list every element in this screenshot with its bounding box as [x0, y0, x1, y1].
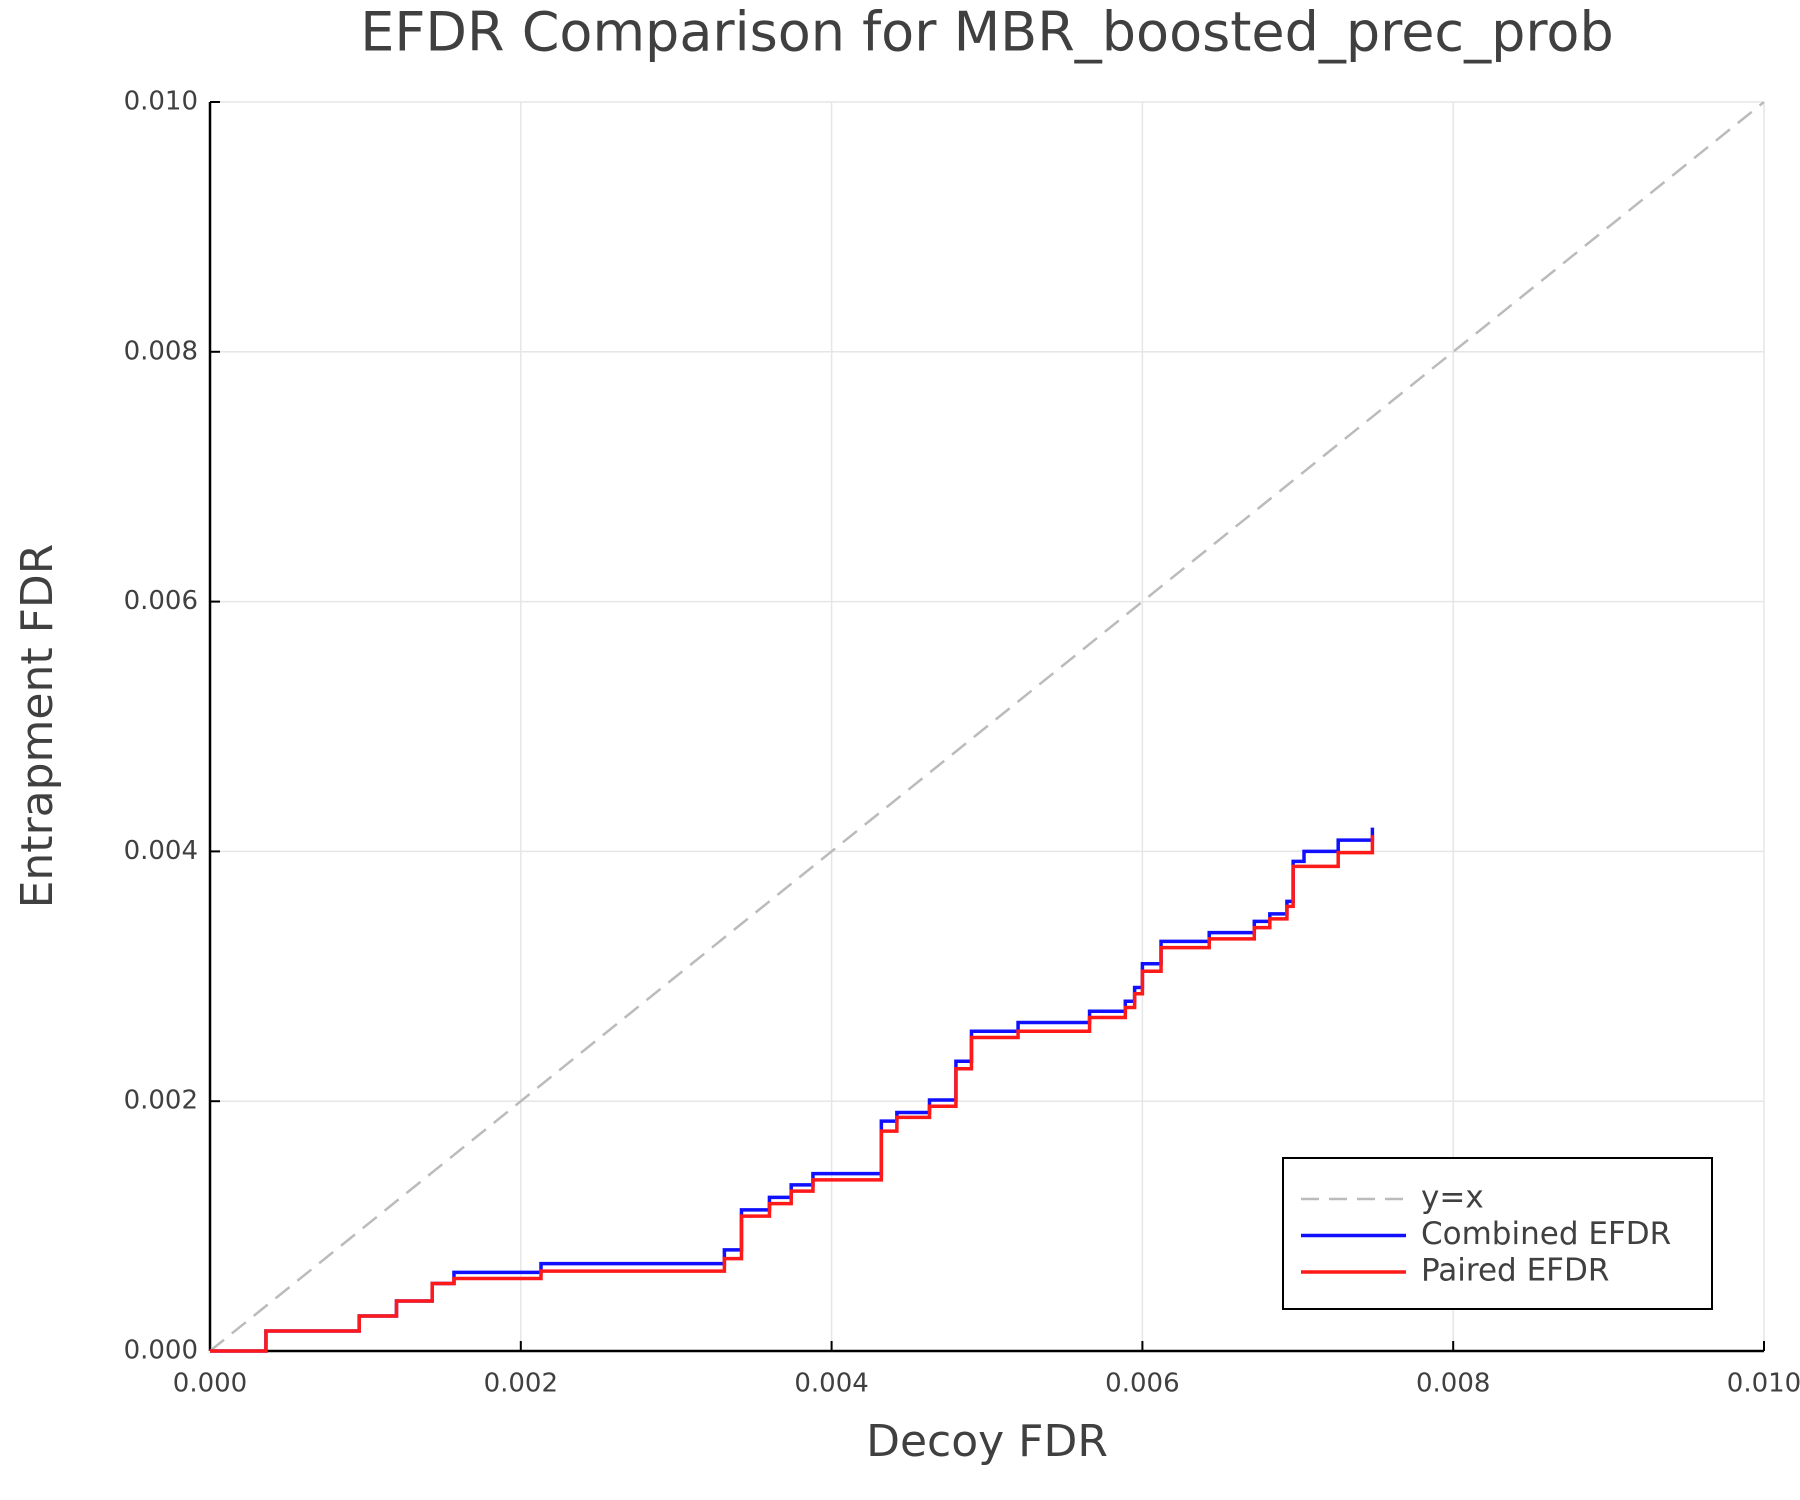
series-line [210, 827, 1375, 1353]
x-tick-label: 0.004 [794, 1369, 868, 1399]
series-line [210, 835, 1375, 1353]
y-tick-label: 0.002 [124, 1086, 198, 1116]
x-tick-label: 0.002 [484, 1369, 558, 1399]
series-line [209, 101, 1765, 1352]
y-tick-label: 0.010 [124, 87, 198, 117]
x-tick-label: 0.000 [173, 1369, 247, 1399]
y-tick-label: 0.000 [124, 1336, 198, 1366]
y-tick-label: 0.004 [124, 836, 198, 866]
y-axis-label: Entrapment FDR [12, 544, 63, 909]
y-tick-label: 0.008 [124, 336, 198, 366]
legend-box [1282, 1157, 1713, 1310]
x-tick-label: 0.010 [1727, 1369, 1800, 1399]
legend-label: Combined EFDR [1421, 1216, 1671, 1252]
x-axis-label: Decoy FDR [866, 1416, 1108, 1467]
y-tick-label: 0.006 [124, 586, 198, 616]
legend-label: Paired EFDR [1421, 1253, 1609, 1289]
x-tick-label: 0.008 [1416, 1369, 1490, 1399]
x-tick-label: 0.006 [1105, 1369, 1179, 1399]
legend-label: y=x [1421, 1180, 1484, 1216]
chart-title: EFDR Comparison for MBR_boosted_prec_pro… [360, 1, 1613, 64]
